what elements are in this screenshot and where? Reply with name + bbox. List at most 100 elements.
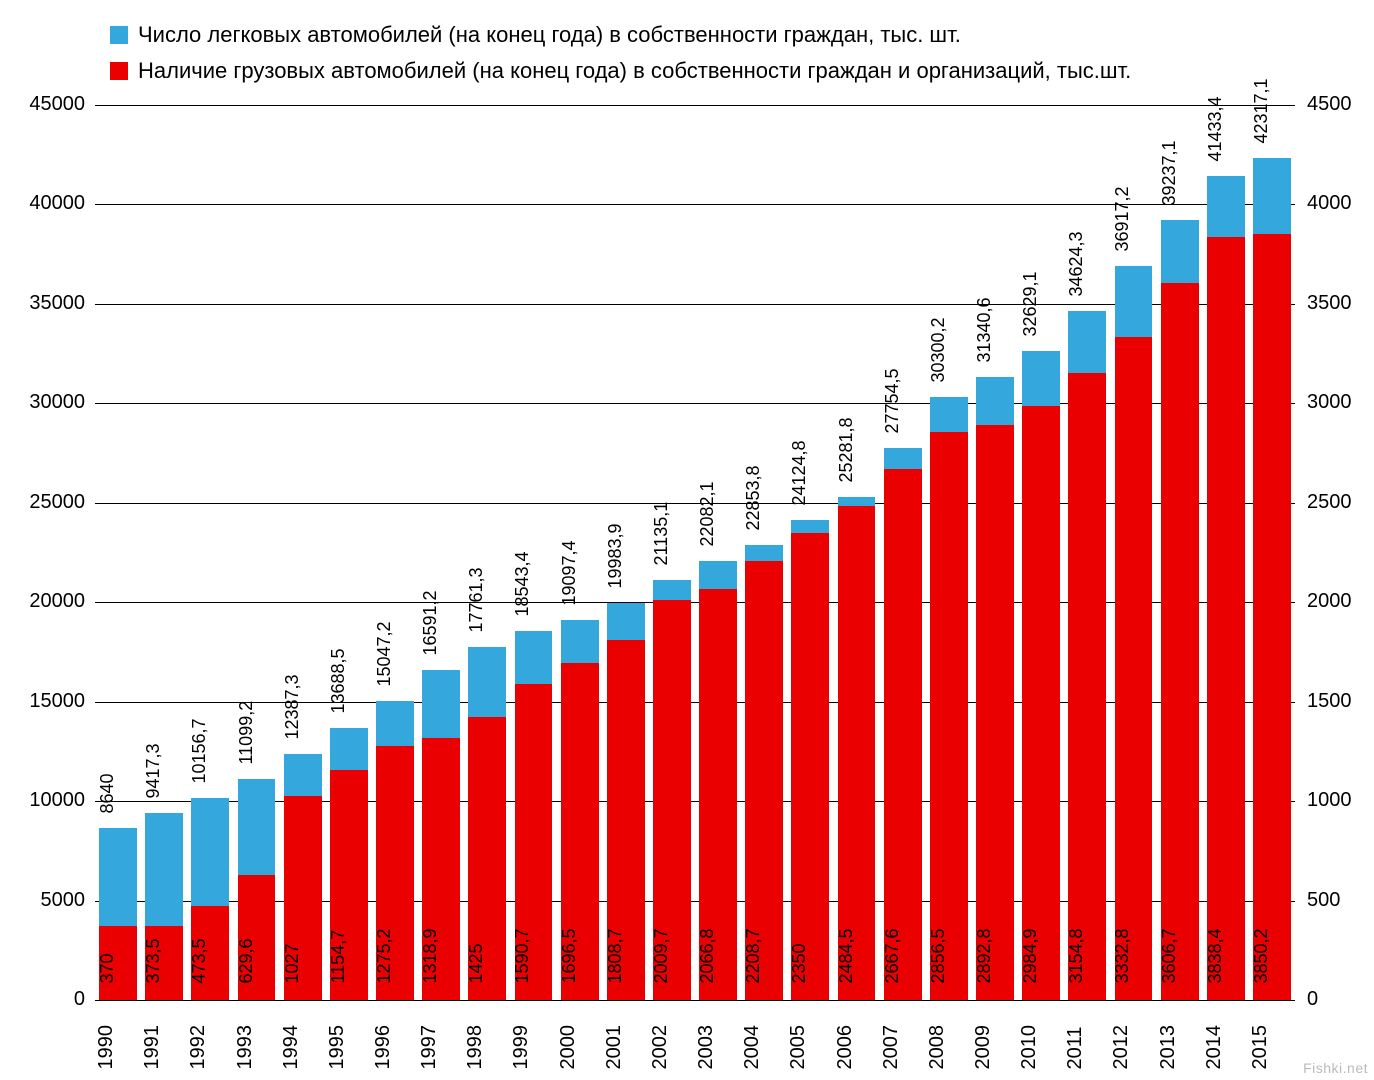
bar-passenger [191,798,229,906]
x-axis-tick: 2010 [1018,1025,1041,1070]
bar-truck-label: 3838,4 [1205,928,1226,983]
y-axis-right-tick: 1500 [1307,690,1352,713]
bar-truck-label: 2984,9 [1020,928,1041,983]
bar-group: 2208,722853,8 [745,105,783,1000]
bar-group: 2984,9 32629,1 [1022,105,1060,1000]
bar-group: 2350 24124,8 [791,105,829,1000]
bar-group: 3154,834624,3 [1068,105,1106,1000]
x-axis-tick: 2008 [926,1025,949,1070]
bar-passenger [468,647,506,717]
bar-total-label: 19097,4 [559,541,580,606]
y-axis-left-tick: 5000 [41,889,86,912]
x-axis-tick: 1996 [372,1025,395,1070]
bar-truck-label: 3606,7 [1159,928,1180,983]
bar-truck-label: 2667,6 [882,928,903,983]
bar-truck-label: 1425 [466,943,487,983]
bar-group: 2066,8 22082,1 [699,105,737,1000]
bar-group: 1154,713688,5 [330,105,368,1000]
bar-total-label: 8640 [97,774,118,814]
bar-group: 473,510156,7 [191,105,229,1000]
bar-total-label: 18543,4 [512,552,533,617]
bar-passenger [515,631,553,683]
bar-passenger [976,377,1014,425]
legend-swatch [110,26,128,44]
bar-total-label: 39237,1 [1159,140,1180,205]
y-axis-right-tick: 0 [1307,988,1318,1011]
bar-passenger [99,828,137,926]
bar-total-label: 13688,5 [328,648,349,713]
x-axis-tick: 2013 [1157,1025,1180,1070]
bar-truck-label: 1027 [282,943,303,983]
x-axis-tick: 1991 [141,1025,164,1070]
bar-truck-label: 373,5 [143,938,164,983]
bar-truck-label: 629,6 [236,938,257,983]
y-axis-right-tick: 4500 [1307,93,1352,116]
y-axis-right-tick: 3000 [1307,391,1352,414]
bar-group: 373,5 9417,3 [145,105,183,1000]
x-axis-tick: 1999 [510,1025,533,1070]
legend-label: Наличие грузовых автомобилей (на конец г… [138,58,1131,84]
bar-truck [1022,406,1060,1000]
y-axis-left-tick: 20000 [29,590,85,613]
bar-passenger [561,620,599,662]
bar-group: 1590,718543,4 [515,105,553,1000]
bar-total-label: 9417,3 [143,743,164,798]
bar-truck-label: 2350 [789,943,810,983]
x-axis-tick: 2005 [787,1025,810,1070]
bar-truck [1161,283,1199,1000]
bar-passenger [284,754,322,796]
bar-truck [791,533,829,1000]
bar-total-label: 27754,5 [882,368,903,433]
bar-truck-label: 2009,7 [651,928,672,983]
bar-truck-label: 1808,7 [605,928,626,983]
bar-total-label: 15047,2 [374,621,395,686]
bar-total-label: 21135,1 [651,501,672,565]
bar-passenger [884,448,922,469]
bar-passenger [745,545,783,560]
bar-passenger [1207,176,1245,237]
bar-total-label: 34624,3 [1066,232,1087,297]
bar-group: 102712387,3 [284,105,322,1000]
bar-group: 629,611099,2 [238,105,276,1000]
bar-truck [884,469,922,1000]
y-axis-right-tick: 500 [1307,889,1340,912]
bar-passenger [330,728,368,771]
bar-total-label: 22082,1 [697,481,718,546]
bar-total-label: 19983,9 [605,523,626,588]
bar-truck-label: 2066,8 [697,928,718,983]
y-axis-left-tick: 0 [74,988,85,1011]
bar-group: 142517761,3 [468,105,506,1000]
y-axis-left-tick: 45000 [29,93,85,116]
bar-passenger [930,397,968,432]
bar-total-label: 22853,8 [743,466,764,531]
x-axis-tick: 2007 [880,1025,903,1070]
x-axis-tick: 1993 [234,1025,257,1070]
bar-total-label: 31340,6 [974,297,995,362]
bar-truck-label: 3850,2 [1251,928,1272,983]
bar-passenger [1115,266,1153,337]
bar-total-label: 24124,8 [789,441,810,506]
bar-total-label: 25281,8 [836,418,857,483]
bar-passenger [1022,351,1060,406]
bar-total-label: 16591,2 [420,590,441,655]
bar-truck-label: 2892,8 [974,928,995,983]
y-axis-left-tick: 25000 [29,491,85,514]
bar-group: 3606,7 39237,1 [1161,105,1199,1000]
x-axis-tick: 2003 [695,1025,718,1070]
legend-item: Число легковых автомобилей (на конец год… [110,22,1131,48]
bar-truck-label: 1696,5 [559,928,580,983]
bar-group: 2892,8 31340,6 [976,105,1014,1000]
chart-plot-area: 3708640373,59417,3473,510156,7629,611099… [95,105,1295,1000]
x-axis-tick: 2002 [649,1025,672,1070]
bar-passenger [1253,158,1291,234]
bar-group: 2856,530300,2 [930,105,968,1000]
bar-passenger [607,603,645,641]
bar-truck-label: 1275,2 [374,928,395,983]
bar-total-label: 30300,2 [928,318,949,383]
x-axis-tick: 2015 [1249,1025,1272,1070]
watermark: Fishki.net [1303,1060,1368,1076]
y-axis-right-tick: 4000 [1307,192,1352,215]
bar-truck-label: 3332,8 [1112,928,1133,983]
x-axis-tick: 1995 [326,1025,349,1070]
bar-total-label: 32629,1 [1020,271,1041,336]
